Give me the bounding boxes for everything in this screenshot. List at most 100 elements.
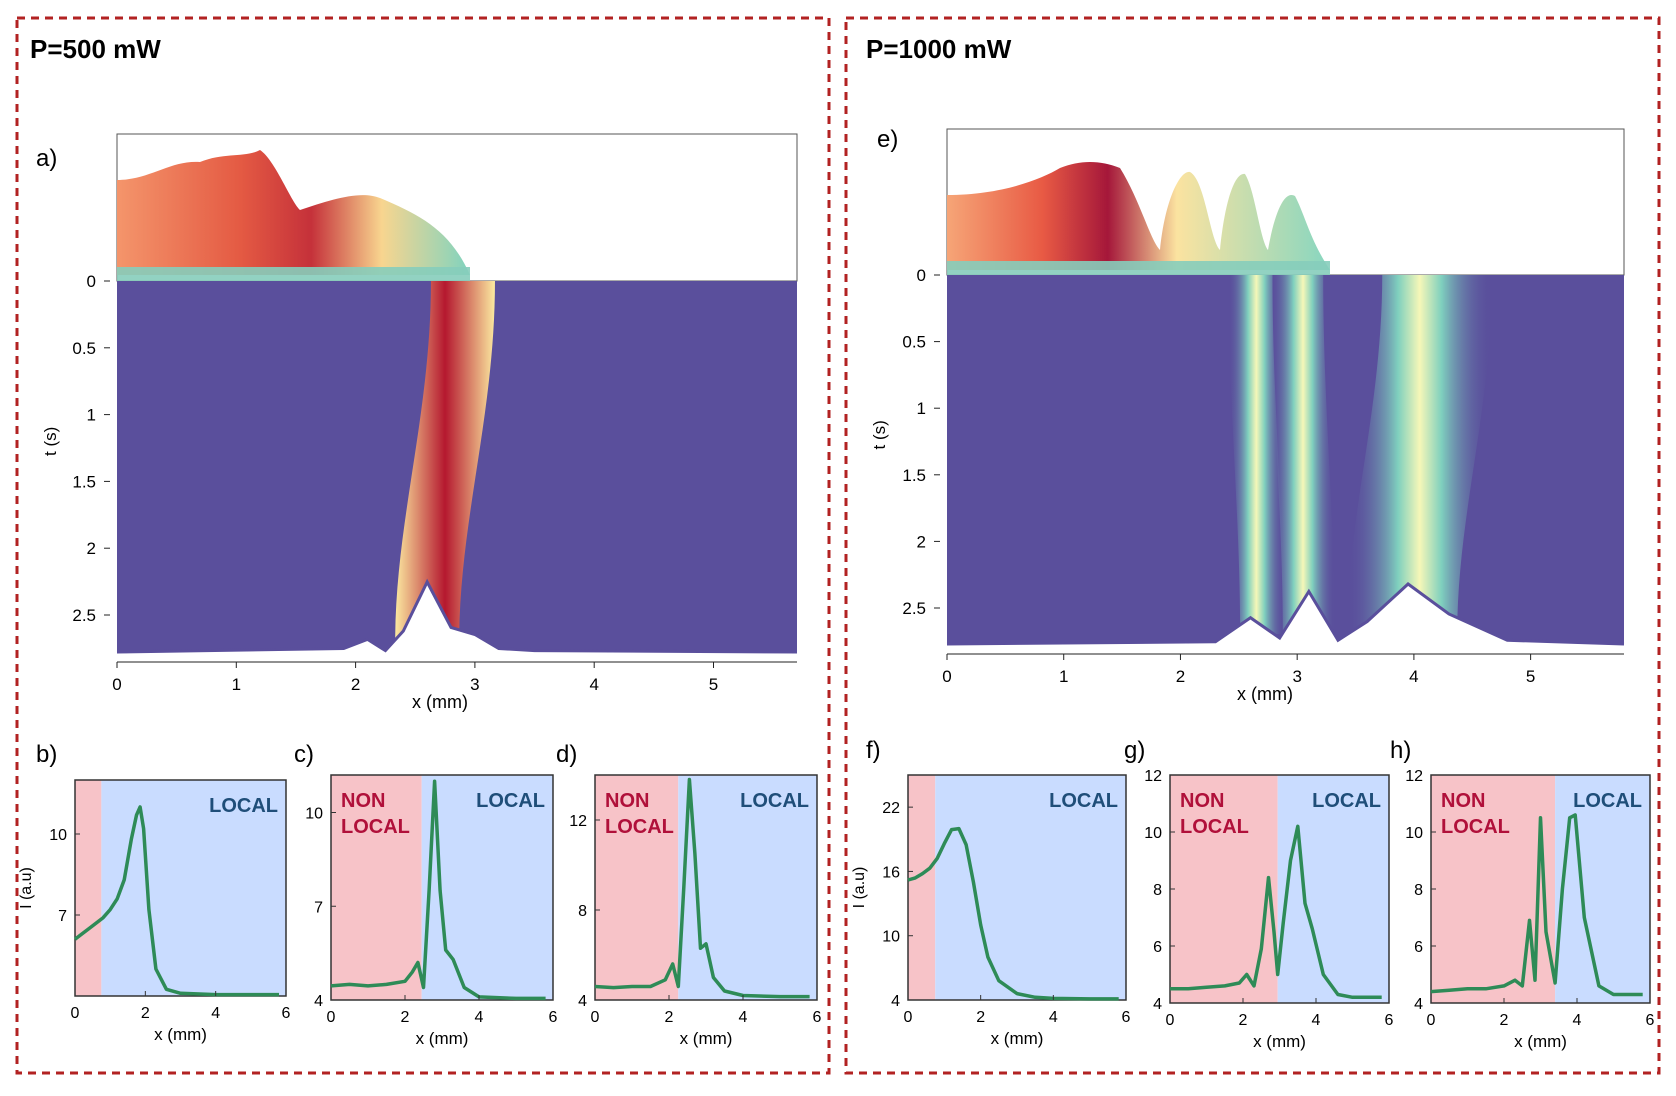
beam-track [1347, 275, 1493, 634]
x-tick-label: 2 [1176, 667, 1185, 686]
nonlocal-label: NON [1441, 790, 1485, 812]
y-tick-label: 2.5 [902, 599, 926, 618]
x-axis-label: x (mm) [1237, 684, 1293, 704]
x-tick-label: 6 [282, 1005, 291, 1022]
y-tick-label: 10 [305, 806, 323, 823]
y-tick-label: 1 [917, 399, 926, 418]
intensity-trace [73, 805, 279, 997]
x-tick-label: 5 [709, 675, 718, 694]
nonlocal-label: NON [605, 790, 649, 812]
x-tick-label: 4 [1312, 1012, 1321, 1029]
y-tick-label: 0 [917, 266, 926, 285]
y-tick-label: 2 [87, 539, 96, 558]
panel-label: e) [877, 126, 898, 153]
y-tick-label: 0.5 [902, 333, 926, 352]
nonlocal-label: LOCAL [1441, 816, 1510, 838]
initial-profile-ridge [947, 162, 1330, 270]
x-tick-label: 4 [1409, 667, 1418, 686]
initial-profile-ridge [117, 150, 470, 275]
x-tick-label: 5 [1526, 667, 1535, 686]
panel-label: g) [1124, 737, 1145, 764]
intensity-trace [330, 779, 546, 1001]
x-tick-label: 2 [665, 1009, 674, 1026]
local-label: LOCAL [1049, 790, 1118, 812]
x-tick-label: 0 [1166, 1012, 1175, 1029]
local-region [1555, 775, 1650, 1003]
y-tick-label: 4 [1414, 996, 1423, 1013]
x-tick-label: 4 [739, 1009, 748, 1026]
final-profile-cutout [947, 584, 1624, 644]
local-region [935, 775, 1126, 1000]
y-tick-label: 0.5 [72, 339, 96, 358]
nonlocal-label: NON [341, 790, 385, 812]
y-tick-label: 4 [1153, 996, 1162, 1013]
x-axis-label: x (mm) [680, 1029, 733, 1048]
y-tick-label: 16 [882, 864, 900, 881]
y-tick-label: 12 [1144, 768, 1162, 785]
panel-label: d) [556, 741, 577, 768]
x-tick-label: 6 [813, 1009, 822, 1026]
local-label: LOCAL [1312, 790, 1381, 812]
x-axis-label: x (mm) [1514, 1032, 1567, 1051]
x-tick-label: 2 [141, 1005, 150, 1022]
local-label: LOCAL [209, 795, 278, 817]
profile-plot-g: g) NON LOCAL LOCAL 0 2 4 6 4 6 8 10 12 x (mm) [1124, 737, 1394, 1051]
x-tick-label: 6 [549, 1009, 558, 1026]
y-tick-label: 1.5 [72, 472, 96, 491]
y-tick-label: 2.5 [72, 606, 96, 625]
local-region [1277, 775, 1389, 1003]
x-axis-label: x (mm) [154, 1025, 207, 1044]
y-tick-label: 1.5 [902, 466, 926, 485]
x-tick-label: 1 [232, 675, 241, 694]
right-panel-title: P=1000 mW [866, 34, 1012, 64]
x-tick-label: 0 [942, 667, 951, 686]
intensity-trace [907, 826, 1119, 1001]
final-profile-cutout [117, 582, 797, 652]
nonlocal-label: LOCAL [605, 816, 674, 838]
profile-plot-b: b) LOCAL 0 2 4 6 7 10 x (mm) I (a.u) [18, 741, 291, 1044]
x-tick-label: 3 [470, 675, 479, 694]
y-axis-label: t (s) [41, 427, 60, 456]
x-tick-label: 2 [976, 1009, 985, 1026]
local-label: LOCAL [740, 790, 809, 812]
left-panel-title: P=500 mW [30, 34, 161, 64]
profile-plot-h: h) NON LOCAL LOCAL 0 2 4 6 4 6 8 10 12 x (mm) [1390, 737, 1655, 1051]
final-profile-edge [116, 578, 798, 654]
y-tick-label: 10 [1405, 825, 1423, 842]
local-region [421, 775, 553, 1000]
y-axis-label: t (s) [870, 420, 889, 449]
y-tick-label: 7 [314, 899, 323, 916]
y-tick-label: 8 [1414, 882, 1423, 899]
x-tick-label: 4 [589, 675, 598, 694]
y-tick-label: 10 [1144, 825, 1162, 842]
y-tick-label: 7 [58, 908, 67, 925]
x-tick-label: 2 [1500, 1012, 1509, 1029]
initial-profile-base [947, 261, 1330, 275]
x-tick-label: 6 [1385, 1012, 1394, 1029]
panel-label: a) [36, 145, 57, 172]
y-tick-label: 12 [1405, 768, 1423, 785]
x-tick-label: 6 [1122, 1009, 1131, 1026]
x-tick-label: 4 [1049, 1009, 1058, 1026]
y-tick-label: 6 [1414, 939, 1423, 956]
x-axis-label: x (mm) [412, 692, 468, 712]
plot-box [74, 779, 287, 997]
waterfall-plot-a: a) 0 0.5 1 1.5 2 2.5 t (s) 0 1 2 3 4 5 x (mm) [36, 133, 798, 712]
y-tick-label: 4 [314, 993, 323, 1010]
panel-label: f) [866, 737, 881, 764]
x-axis-label: x (mm) [991, 1029, 1044, 1048]
x-tick-label: 2 [401, 1009, 410, 1026]
final-profile-edge [946, 582, 1625, 646]
profile-plot-d: d) NON LOCAL LOCAL 0 2 4 6 4 8 12 x (mm) [556, 741, 822, 1048]
beam-track [1271, 275, 1335, 634]
plot-box [907, 774, 1127, 1001]
right-panel-frame [844, 16, 1661, 1075]
panel-label: b) [36, 741, 57, 768]
y-axis-label: I (a.u) [18, 867, 35, 909]
x-tick-label: 3 [1292, 667, 1301, 686]
beam-track [1228, 275, 1285, 634]
y-tick-label: 6 [1153, 939, 1162, 956]
x-tick-label: 4 [211, 1005, 220, 1022]
local-region [678, 775, 817, 1000]
